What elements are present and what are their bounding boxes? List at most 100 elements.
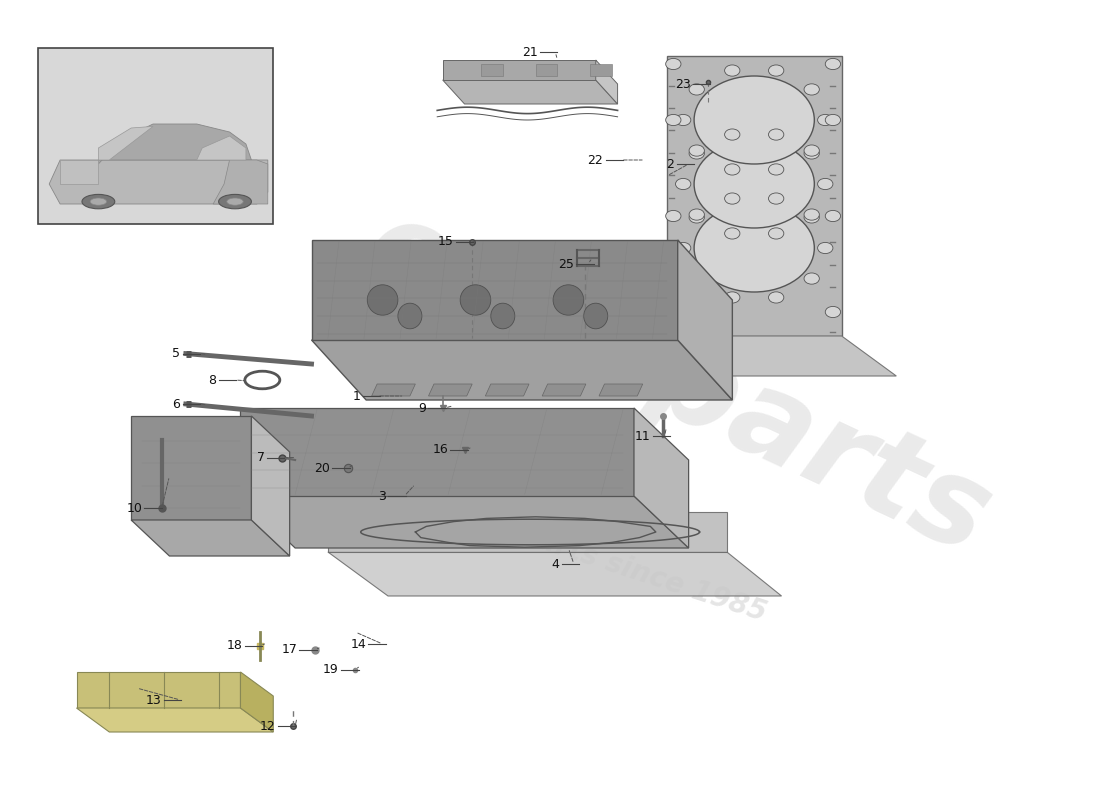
Circle shape	[666, 58, 681, 70]
Circle shape	[725, 193, 740, 204]
Circle shape	[689, 148, 704, 159]
Text: 20: 20	[315, 462, 330, 474]
Circle shape	[817, 242, 833, 254]
Text: 16: 16	[432, 443, 448, 456]
Circle shape	[689, 212, 704, 223]
Polygon shape	[591, 64, 612, 76]
Circle shape	[675, 178, 691, 190]
Text: 5: 5	[173, 347, 180, 360]
Circle shape	[675, 242, 691, 254]
Circle shape	[817, 114, 833, 126]
Text: 8: 8	[208, 374, 217, 386]
Circle shape	[769, 65, 784, 76]
Circle shape	[804, 145, 820, 156]
Polygon shape	[241, 496, 689, 548]
Polygon shape	[311, 340, 733, 400]
Ellipse shape	[219, 194, 252, 209]
Polygon shape	[596, 60, 617, 104]
Ellipse shape	[491, 303, 515, 329]
Ellipse shape	[694, 204, 814, 292]
Ellipse shape	[227, 198, 243, 206]
Text: 25: 25	[558, 258, 574, 270]
Polygon shape	[131, 416, 252, 520]
Polygon shape	[241, 408, 634, 496]
Polygon shape	[241, 672, 273, 732]
Circle shape	[725, 129, 740, 140]
Polygon shape	[60, 160, 98, 184]
Text: a car parts since 1985: a car parts since 1985	[432, 493, 770, 627]
Ellipse shape	[584, 303, 607, 329]
Circle shape	[666, 306, 681, 318]
Circle shape	[825, 210, 840, 222]
Circle shape	[689, 273, 704, 284]
Circle shape	[666, 210, 681, 222]
Text: 19: 19	[323, 663, 339, 676]
Text: 10: 10	[126, 502, 142, 514]
Circle shape	[689, 209, 704, 220]
Circle shape	[769, 193, 784, 204]
Text: 4: 4	[552, 558, 560, 570]
Polygon shape	[429, 384, 472, 396]
Circle shape	[675, 114, 691, 126]
Ellipse shape	[553, 285, 584, 315]
Circle shape	[725, 65, 740, 76]
Circle shape	[769, 129, 784, 140]
Circle shape	[817, 178, 833, 190]
Polygon shape	[197, 136, 246, 160]
Text: 1: 1	[353, 390, 361, 402]
Polygon shape	[536, 64, 558, 76]
Ellipse shape	[367, 285, 398, 315]
Text: 17: 17	[282, 643, 297, 656]
Text: europarts: europarts	[346, 188, 1009, 580]
Circle shape	[804, 212, 820, 223]
Polygon shape	[77, 672, 241, 708]
Circle shape	[725, 164, 740, 175]
Circle shape	[689, 145, 704, 156]
Polygon shape	[328, 512, 727, 552]
Ellipse shape	[90, 198, 107, 206]
Text: 2: 2	[667, 158, 674, 170]
Circle shape	[769, 228, 784, 239]
Ellipse shape	[398, 303, 422, 329]
Polygon shape	[311, 240, 678, 340]
Circle shape	[666, 114, 681, 126]
Circle shape	[725, 228, 740, 239]
Polygon shape	[98, 126, 153, 160]
Polygon shape	[634, 408, 689, 548]
Polygon shape	[600, 384, 642, 396]
Text: 14: 14	[351, 638, 366, 650]
Circle shape	[804, 148, 820, 159]
Ellipse shape	[82, 194, 114, 209]
Text: 23: 23	[675, 78, 691, 90]
Polygon shape	[542, 384, 586, 396]
Circle shape	[804, 209, 820, 220]
Text: 22: 22	[587, 154, 604, 166]
Circle shape	[769, 164, 784, 175]
Ellipse shape	[460, 285, 491, 315]
Circle shape	[804, 273, 820, 284]
Text: 15: 15	[438, 235, 453, 248]
Polygon shape	[50, 160, 267, 204]
Polygon shape	[442, 60, 596, 80]
Text: 12: 12	[260, 720, 275, 733]
Polygon shape	[442, 80, 617, 104]
Circle shape	[825, 58, 840, 70]
Text: 6: 6	[173, 398, 180, 410]
Polygon shape	[481, 64, 503, 76]
Text: 13: 13	[146, 694, 162, 706]
Circle shape	[804, 84, 820, 95]
Polygon shape	[485, 384, 529, 396]
Text: 3: 3	[378, 490, 386, 502]
Text: 7: 7	[256, 451, 264, 464]
Polygon shape	[678, 240, 733, 400]
Polygon shape	[667, 336, 896, 376]
Polygon shape	[131, 520, 289, 556]
Circle shape	[825, 114, 840, 126]
Text: 9: 9	[418, 402, 427, 414]
Polygon shape	[252, 416, 289, 556]
Polygon shape	[77, 708, 273, 732]
Circle shape	[689, 84, 704, 95]
Ellipse shape	[694, 140, 814, 228]
Polygon shape	[667, 56, 842, 336]
Circle shape	[825, 306, 840, 318]
